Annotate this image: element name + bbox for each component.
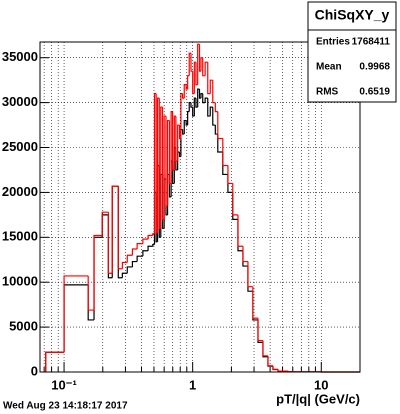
stats-value: 0.6519 [359,87,390,98]
histogram-bin [232,183,238,216]
footer: Wed Aug 23 14:18:17 2017 [3,401,128,412]
histogram-bin [121,272,128,278]
histogram-bin [187,75,190,90]
histogram-bin [165,116,168,207]
histogram-bin [152,243,155,247]
histogram-bin [207,62,211,95]
histogram-bin [182,93,185,99]
y-tick-label: 25000 [2,139,38,154]
x-tick-label: 10⁻¹ [51,377,77,392]
histogram-bin [126,254,133,263]
histogram-bin [126,266,133,274]
histogram-bin [214,102,218,113]
histogram-bin [257,318,263,342]
histogram-bin [107,212,113,274]
y-tick-label: 20000 [2,184,38,199]
x-tick-label: 10 [314,377,328,392]
histogram-bin [121,261,128,269]
histogram-bin [197,43,200,85]
histogram-bin [178,152,181,158]
histogram-bin [166,119,170,206]
histogram-bin [87,275,95,311]
stats-title: ChiSqXY_y [315,7,390,23]
histogram-bin [277,369,289,372]
histogram-bin [237,214,243,247]
histogram-bin [188,102,191,112]
plot-area [40,42,361,373]
histogram-bin [212,107,216,126]
histogram-bin [160,106,163,229]
stats-label: Mean [316,62,342,73]
histogram-bin [204,61,208,76]
histogram-bin [175,116,178,162]
histogram-bin [93,234,103,311]
histogram-bin [182,129,185,135]
frame [39,41,361,373]
histogram-bin [178,125,181,140]
histogram-bin [272,365,279,370]
histogram-bin [163,115,166,220]
stats-frame [307,1,397,103]
histogram-bin [204,97,208,103]
histogram-bin [131,248,138,256]
histogram-bin [192,71,195,95]
stats-value: 0.9968 [359,62,390,73]
histogram-bin [117,186,123,270]
x-axis-label: pT/|q| (GeV/c) [276,391,360,406]
histogram-bin [202,57,206,77]
x-tick-label: 1 [189,377,196,392]
histogram-bin [242,246,248,263]
histogram-bin [195,62,198,86]
histogram-bin [217,134,223,153]
histogram-bin [131,260,138,267]
histogram-bin [198,89,201,99]
histogram-bin [136,242,143,249]
histogram-bin [45,351,65,372]
histogram-bin [214,125,218,135]
histogram-bin [187,110,190,126]
histogram-bin [185,84,188,90]
histogram-bin [209,106,213,117]
y-tick-label: 35000 [2,49,38,64]
stats-label: Entries [316,37,350,48]
stats-value: 1768411 [352,37,391,48]
y-tick-label: 15000 [2,229,38,244]
stats-box: ChiSqXY_y Entries 1768411 Mean 0.9968 RM… [307,1,397,103]
histogram-bin [190,102,193,108]
stats-label: RMS [316,87,339,98]
histogram-bin [168,120,172,185]
histogram-bin [217,111,223,140]
histogram-bin [161,107,165,220]
histogram-bin [202,93,206,104]
y-tick-label: 5000 [9,319,38,334]
histogram-bin [183,84,187,99]
histogram-bin [101,211,109,236]
histogram-bin [147,234,153,240]
histogram-bin [183,119,187,135]
y-tick-label: 30000 [2,94,38,109]
histogram-bin [227,165,233,185]
histogram-bin [222,138,228,167]
histogram-bin [212,80,216,104]
histogram-bin [177,124,180,161]
y-tick-label: 0 [31,363,38,378]
histogram-bin [142,238,149,244]
y-tick-label: 10000 [2,274,38,289]
histogram-bin [209,79,213,94]
histogram-bin [192,107,195,117]
histogram-bin [147,245,153,251]
histogram-bin [63,275,89,353]
histogram-bin [142,250,149,257]
histogram-bin [111,185,119,274]
histogram-bin [262,340,268,357]
histogram-bin [267,355,273,367]
histogram-bin [198,44,201,72]
histogram-bin [197,88,200,108]
histogram-bin [158,98,161,229]
histogram-bin [136,255,143,262]
histogram-bin [252,286,258,319]
histogram-bin [247,261,253,288]
histogram-bin [207,98,211,117]
